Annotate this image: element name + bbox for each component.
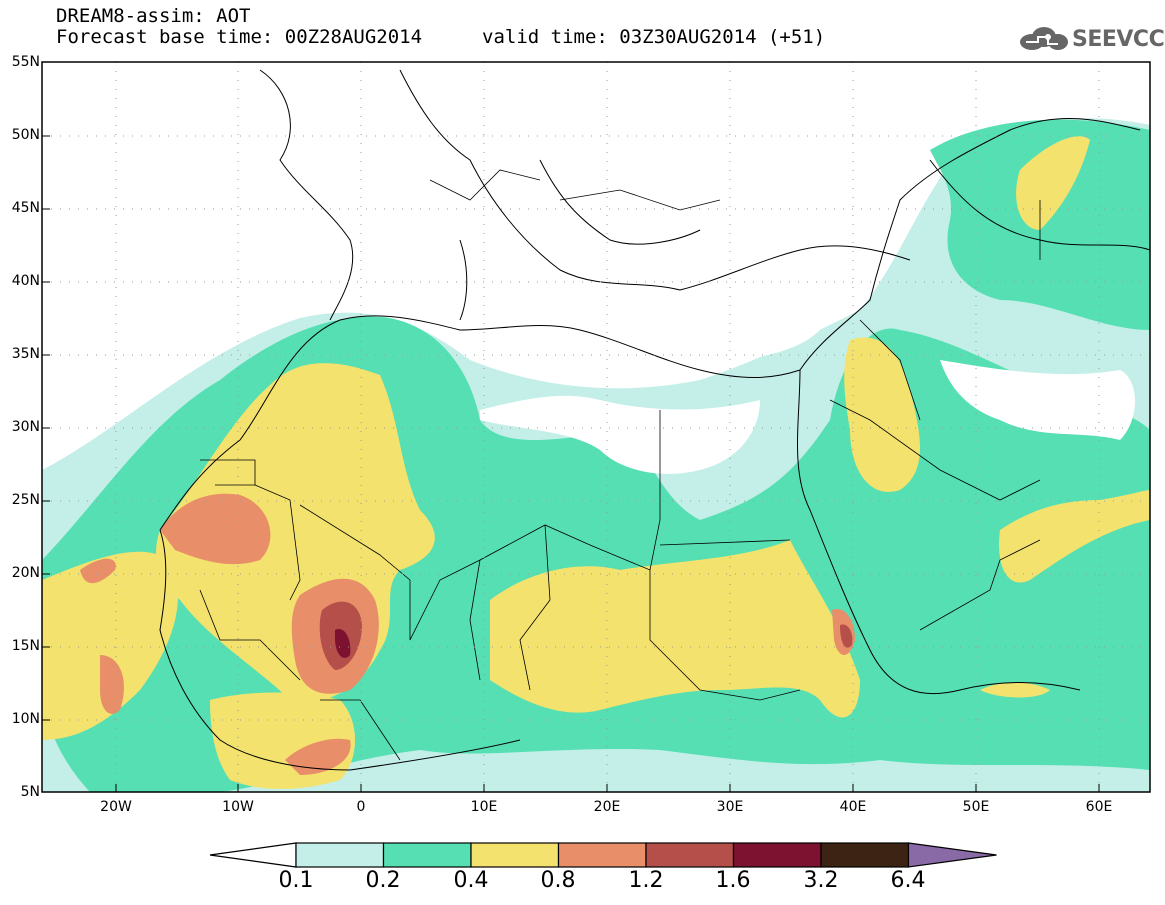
aot-contour-1-6 [335,629,351,658]
lat-label: 10N [11,711,40,727]
colorbar-label: 6.4 [890,868,926,893]
colorbar-label: 1.2 [628,868,664,893]
lon-label: 40E [839,799,867,815]
aot-clear-area [480,325,1135,474]
axis-ticks [42,135,1100,792]
logo-text: SEEVCCC [1072,27,1165,52]
map-frame [41,61,1151,793]
map-title: DREAM8-assim: AOT [56,5,251,27]
colorbar-label: 1.6 [715,868,751,893]
forecast-base-time: Forecast base time: 00Z28AUG2014 [56,26,423,48]
lat-label: 20N [11,565,40,581]
lat-label: 5N [20,784,40,800]
lat-label: 15N [11,638,40,654]
lon-label: 10E [470,799,498,815]
colorbar-label: 0.8 [540,868,576,893]
lat-label: 25N [11,492,40,508]
lat-label: 55N [11,54,40,70]
colorbar-label: 0.2 [365,868,401,893]
lon-label: 20E [593,799,621,815]
lon-label: 30E [716,799,744,815]
colorbar-label: 3.2 [803,868,839,893]
lon-label: 50E [962,799,990,815]
lon-label: 10W [222,799,254,815]
lon-label: 60E [1085,799,1113,815]
lat-label: 50N [11,127,40,143]
lat-label: 30N [11,419,40,435]
colorbar-label: 0.1 [278,868,314,893]
valid-time: valid time: 03Z30AUG2014 (+51) [482,26,826,48]
lat-label: 35N [11,346,40,362]
coastlines [159,69,1150,771]
colorbar-label: 0.4 [453,868,489,893]
lon-label: 20W [100,799,132,815]
lat-label: 40N [11,273,40,289]
country-borders [199,169,1041,761]
lon-label: 0 [356,799,366,815]
lat-label: 45N [11,200,40,216]
aot-contour-0-4 [42,136,1150,789]
cloud-icon [1020,27,1068,50]
